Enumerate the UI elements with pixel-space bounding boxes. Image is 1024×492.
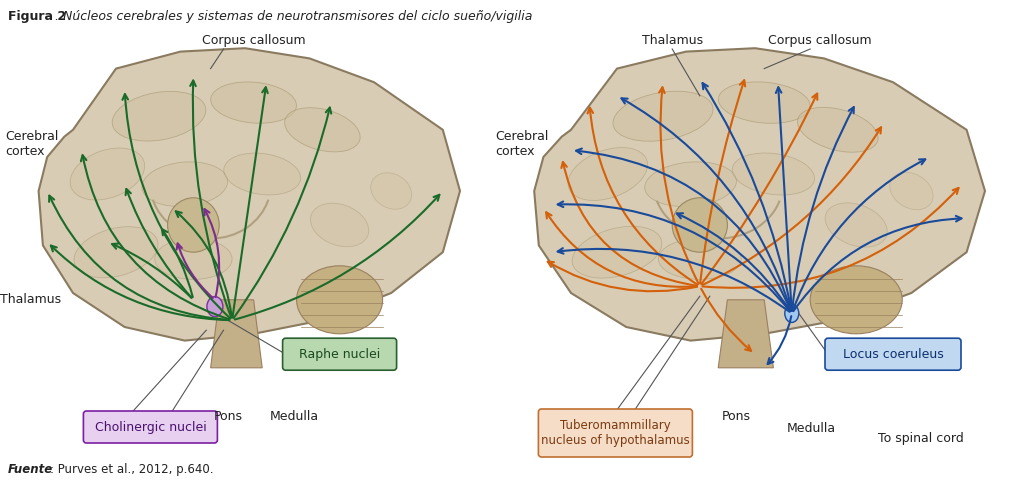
Text: Medulla: Medulla xyxy=(786,422,836,435)
Ellipse shape xyxy=(732,153,814,195)
Ellipse shape xyxy=(168,198,219,252)
Ellipse shape xyxy=(825,203,887,247)
Text: Cerebral
cortex: Cerebral cortex xyxy=(5,130,58,158)
Ellipse shape xyxy=(155,239,232,279)
Polygon shape xyxy=(211,300,262,368)
Text: Fuente: Fuente xyxy=(8,463,53,476)
FancyBboxPatch shape xyxy=(283,338,396,370)
Ellipse shape xyxy=(207,297,223,316)
Ellipse shape xyxy=(113,92,206,141)
Text: Thalamus: Thalamus xyxy=(642,34,702,47)
Text: : Purves et al., 2012, p.640.: : Purves et al., 2012, p.640. xyxy=(50,463,213,476)
Polygon shape xyxy=(718,300,773,368)
Ellipse shape xyxy=(672,198,727,252)
Ellipse shape xyxy=(211,82,297,123)
Text: Tuberomammillary
nucleus of hypothalamus: Tuberomammillary nucleus of hypothalamus xyxy=(541,419,690,447)
Ellipse shape xyxy=(784,305,799,322)
Ellipse shape xyxy=(572,226,662,278)
FancyBboxPatch shape xyxy=(83,411,217,443)
Polygon shape xyxy=(39,48,460,340)
Text: . Núcleos cerebrales y sistemas de neurotransmisores del ciclo sueño/vigilia: . Núcleos cerebrales y sistemas de neuro… xyxy=(55,10,532,23)
Ellipse shape xyxy=(142,162,227,207)
Ellipse shape xyxy=(658,239,741,279)
Ellipse shape xyxy=(568,148,647,200)
Ellipse shape xyxy=(798,107,879,152)
Ellipse shape xyxy=(613,91,713,141)
Ellipse shape xyxy=(310,203,369,247)
Ellipse shape xyxy=(285,108,360,152)
Text: Corpus callosum: Corpus callosum xyxy=(202,34,305,47)
Text: Cerebral
cortex: Cerebral cortex xyxy=(495,130,549,158)
Text: Pons: Pons xyxy=(722,410,751,423)
Ellipse shape xyxy=(645,162,736,207)
Text: Locus coeruleus: Locus coeruleus xyxy=(843,348,943,361)
Text: Raphe nuclei: Raphe nuclei xyxy=(299,348,380,361)
Polygon shape xyxy=(535,48,985,340)
Ellipse shape xyxy=(297,266,383,334)
Text: Thalamus: Thalamus xyxy=(0,293,61,307)
Text: Corpus callosum: Corpus callosum xyxy=(768,34,872,47)
Ellipse shape xyxy=(890,172,933,210)
Ellipse shape xyxy=(371,173,412,209)
FancyBboxPatch shape xyxy=(539,409,692,457)
Text: Cholinergic nuclei: Cholinergic nuclei xyxy=(94,421,206,433)
Text: Pons: Pons xyxy=(213,410,243,423)
Ellipse shape xyxy=(810,266,902,334)
Ellipse shape xyxy=(70,148,144,200)
FancyBboxPatch shape xyxy=(825,338,961,370)
Ellipse shape xyxy=(224,153,301,195)
Ellipse shape xyxy=(719,82,810,123)
Text: To spinal cord: To spinal cord xyxy=(878,432,964,445)
Ellipse shape xyxy=(74,227,158,278)
Text: Figura 2: Figura 2 xyxy=(8,10,67,23)
Text: Medulla: Medulla xyxy=(269,410,318,423)
